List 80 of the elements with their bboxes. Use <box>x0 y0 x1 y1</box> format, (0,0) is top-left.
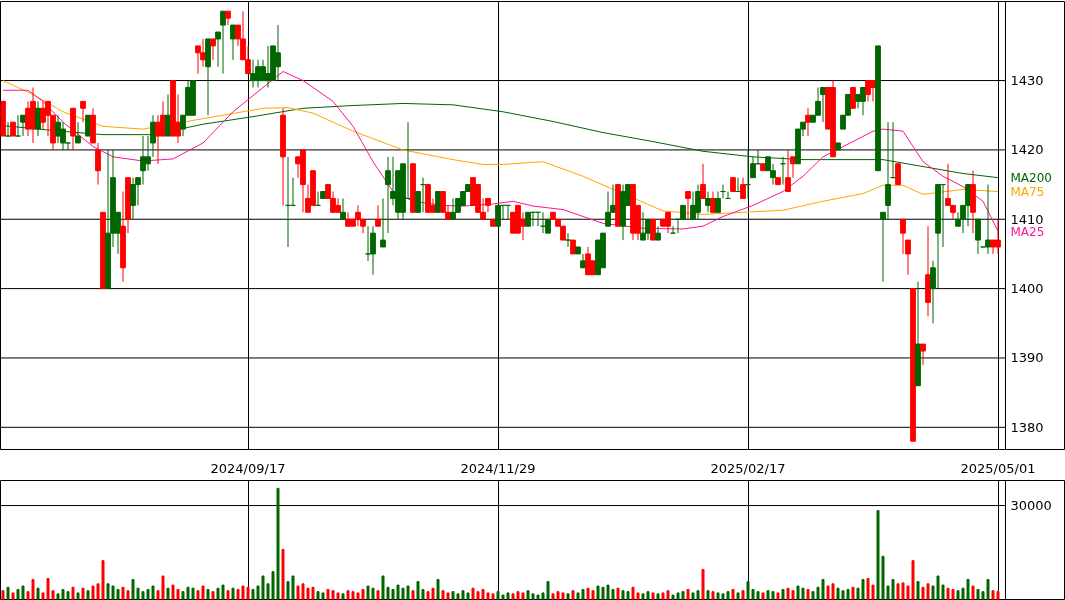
bar <box>281 548 285 600</box>
candlestick <box>640 211 646 241</box>
bar <box>741 590 745 600</box>
x-tick-label: 2024/11/29 <box>460 460 536 476</box>
bar <box>36 587 40 600</box>
series-label: MA75 <box>1010 184 1045 199</box>
bar <box>6 586 10 600</box>
candlestick <box>865 80 871 102</box>
bar <box>11 592 15 600</box>
candlestick <box>920 343 926 366</box>
candlestick <box>700 163 706 199</box>
bar <box>656 593 660 600</box>
candlestick <box>375 204 381 227</box>
bar <box>686 588 690 600</box>
y-tick-label: 1390 <box>1010 350 1044 366</box>
bar <box>616 587 620 600</box>
candlestick <box>210 38 216 61</box>
bar <box>86 590 90 600</box>
candlestick <box>85 114 91 137</box>
bar <box>166 587 170 600</box>
x-tick-label: 2025/05/01 <box>960 460 1036 476</box>
candlestick <box>340 197 346 220</box>
bar <box>411 590 415 600</box>
candlestick <box>385 156 391 234</box>
bar <box>341 593 345 600</box>
candlestick <box>95 142 101 186</box>
x-tick-label: 2025/02/17 <box>710 460 786 476</box>
y-tick-label: 1420 <box>1010 142 1044 158</box>
candlestick <box>380 197 386 248</box>
bar <box>436 578 440 600</box>
y-tick-label: 1410 <box>1010 211 1044 227</box>
bar <box>76 592 80 600</box>
candlestick <box>975 218 981 255</box>
candlestick <box>605 191 611 227</box>
series-label: MA200 <box>1010 170 1052 185</box>
candlestick <box>230 24 236 61</box>
bar <box>971 585 975 600</box>
bar <box>566 593 570 600</box>
y-tick-label: 1380 <box>1010 419 1044 435</box>
candlestick <box>715 191 721 213</box>
bar <box>71 586 75 600</box>
bar <box>736 592 740 600</box>
bar <box>571 590 575 600</box>
bar <box>916 581 920 600</box>
bar <box>776 592 780 600</box>
bar <box>851 586 855 600</box>
candlestick <box>895 163 901 186</box>
series-label: MA25 <box>1010 225 1045 240</box>
bar <box>701 568 705 600</box>
y-tick-label: 1430 <box>1010 73 1044 89</box>
x-tick-label: 2024/09/17 <box>210 460 286 476</box>
bar <box>761 592 765 600</box>
bar <box>731 588 735 600</box>
bar <box>231 587 235 600</box>
bar <box>226 590 230 600</box>
bar <box>1 590 5 600</box>
candlestick <box>985 184 991 255</box>
bar <box>806 588 810 600</box>
bar <box>211 591 215 600</box>
y-tick-label: 1400 <box>1010 281 1044 297</box>
candlestick <box>650 218 656 241</box>
candlestick <box>850 86 856 109</box>
candlestick <box>370 225 376 276</box>
bar <box>651 592 655 600</box>
bar <box>706 590 710 600</box>
bar <box>711 591 715 600</box>
bar <box>81 587 85 600</box>
candlestick <box>740 177 746 199</box>
candlestick <box>80 100 86 123</box>
candlestick <box>585 246 591 276</box>
candlestick <box>685 191 691 220</box>
candlestick <box>495 204 501 227</box>
bar <box>376 590 380 600</box>
candlestick <box>435 191 441 213</box>
line-series <box>2 71 999 232</box>
bar <box>206 588 210 600</box>
candlestick <box>75 121 81 144</box>
y-tick-label: 30000 <box>1010 498 1052 514</box>
bar <box>781 588 785 600</box>
candlestick <box>785 149 791 193</box>
